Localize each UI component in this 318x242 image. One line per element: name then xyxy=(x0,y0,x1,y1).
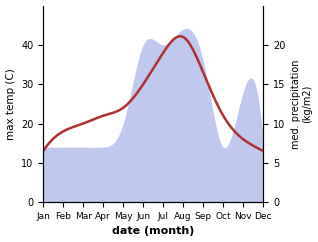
Y-axis label: max temp (C): max temp (C) xyxy=(5,68,16,140)
Y-axis label: med. precipitation
(kg/m2): med. precipitation (kg/m2) xyxy=(291,59,313,149)
X-axis label: date (month): date (month) xyxy=(112,227,194,236)
